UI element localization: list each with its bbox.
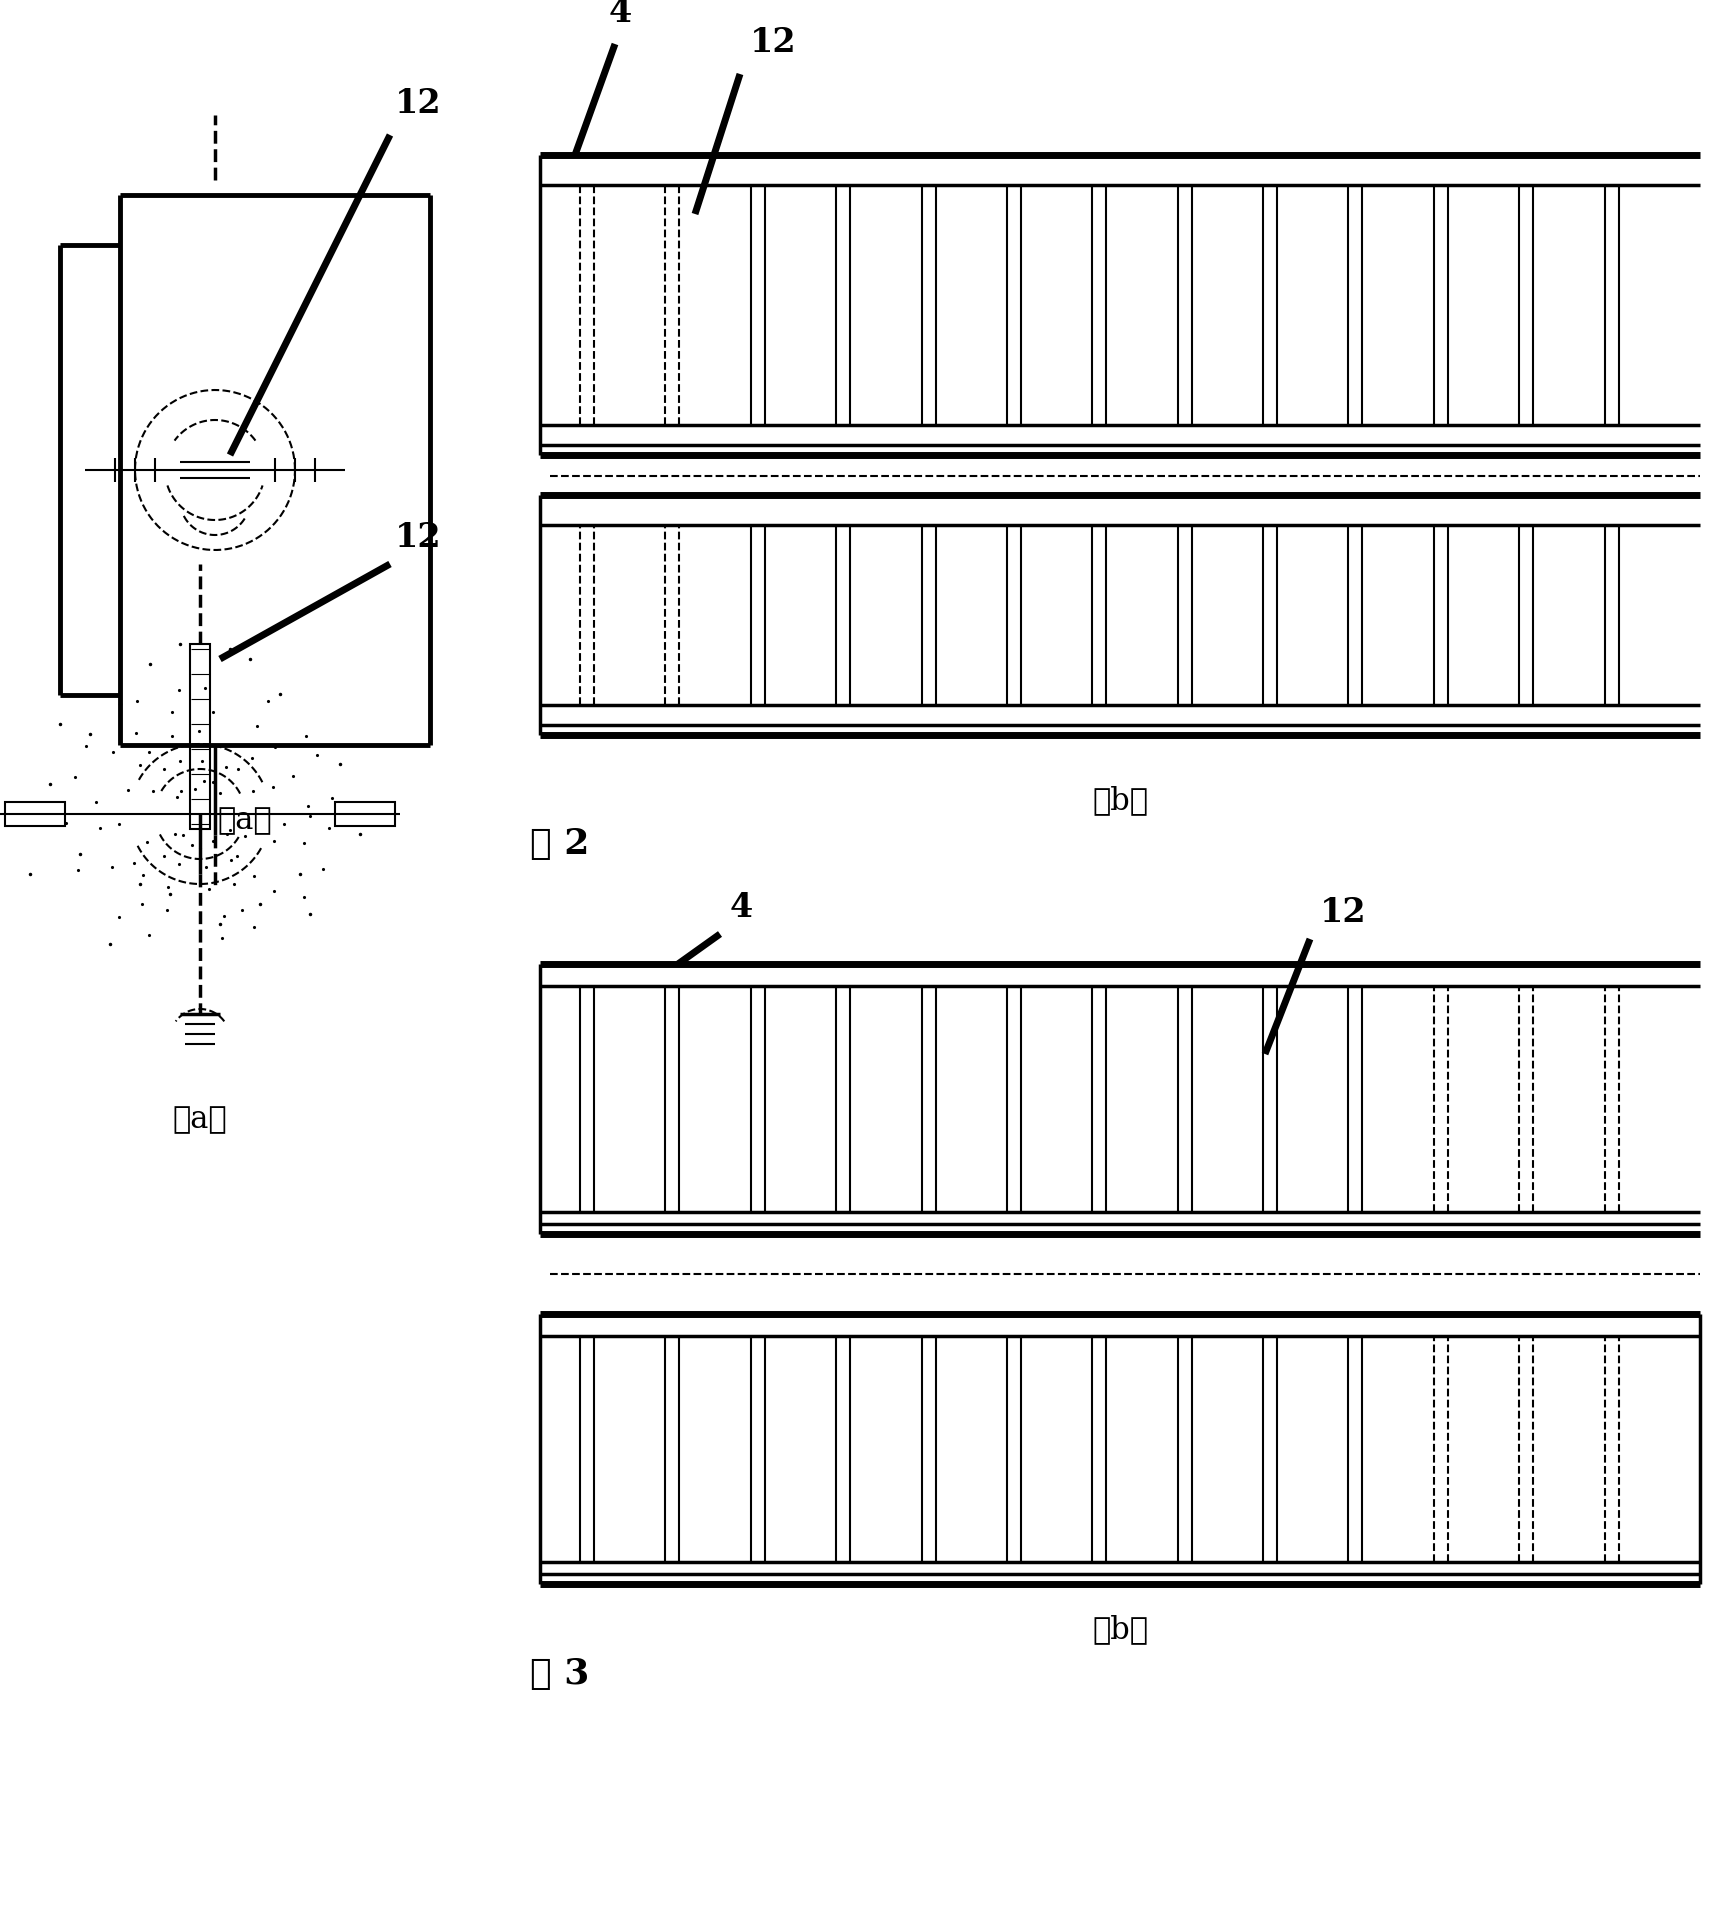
Text: 12: 12 [394, 86, 441, 121]
Text: 12: 12 [394, 521, 441, 553]
Text: （a）: （a） [218, 806, 272, 836]
Text: 4: 4 [730, 892, 753, 924]
Text: （b）: （b） [1092, 1614, 1147, 1644]
Text: （b）: （b） [1092, 785, 1147, 815]
Text: 12: 12 [1320, 896, 1367, 928]
Text: 4: 4 [607, 0, 631, 29]
Bar [190, 643, 209, 829]
Bar [336, 802, 394, 827]
Bar [5, 802, 66, 827]
Text: 图 2: 图 2 [529, 827, 588, 861]
Text: （a）: （a） [173, 1104, 227, 1135]
Text: 图 3: 图 3 [529, 1658, 588, 1690]
Text: 12: 12 [749, 27, 796, 59]
